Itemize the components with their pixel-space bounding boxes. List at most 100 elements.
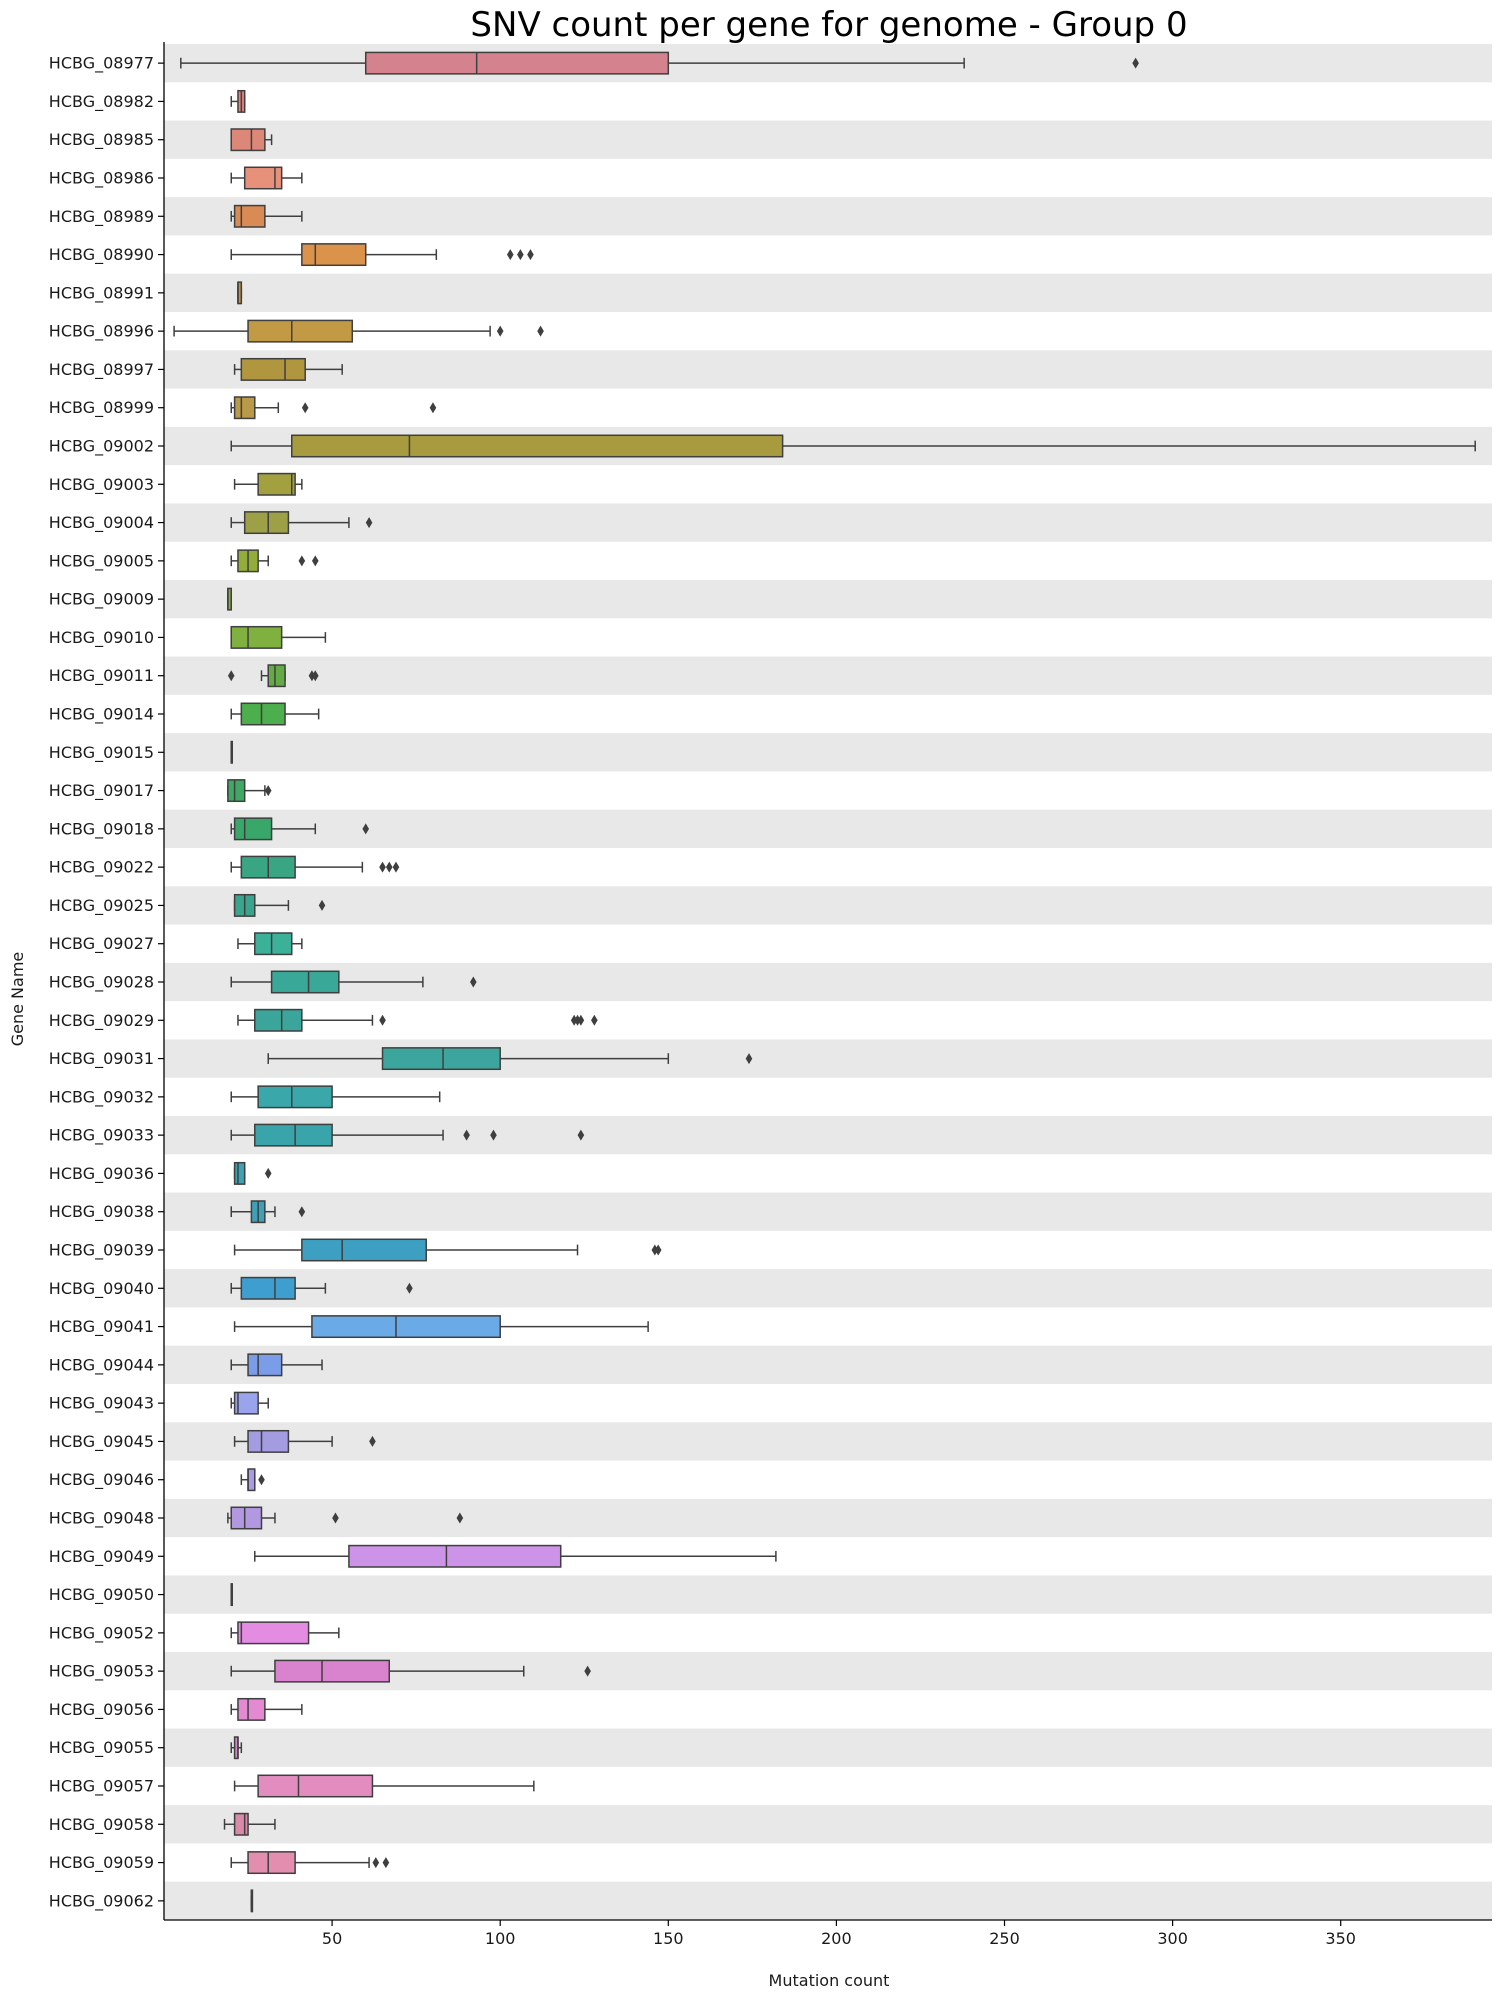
y-tick-label: HCBG_09050 <box>49 1585 154 1605</box>
y-tick-label: HCBG_09011 <box>49 666 154 686</box>
box-hcbg_08997 <box>233 357 343 381</box>
outlier-point <box>527 249 534 261</box>
y-tick-label: HCBG_09027 <box>49 934 154 954</box>
box-hcbg_09049 <box>254 1544 777 1568</box>
box-hcbg_09044 <box>230 1353 323 1377</box>
y-tick-label: HCBG_09018 <box>49 819 154 839</box>
x-tick-label: 300 <box>1157 1929 1188 1948</box>
outlier-point <box>570 1014 578 1026</box>
row-band <box>164 273 1492 312</box>
box-iqr <box>233 204 266 228</box>
row-band <box>164 350 1492 389</box>
row-band <box>164 886 1492 925</box>
outlier-point <box>311 555 319 567</box>
box-iqr <box>257 1774 374 1798</box>
row-band <box>164 733 1492 772</box>
outlier-point <box>308 670 316 682</box>
y-tick-label: HCBG_09031 <box>49 1049 154 1069</box>
outlier-point <box>369 1435 376 1447</box>
y-tick-label: HCBG_09002 <box>49 437 154 457</box>
y-tick-label: HCBG_09032 <box>49 1087 154 1107</box>
outlier-point <box>456 1512 464 1524</box>
outlier-point <box>258 1474 265 1486</box>
box-hcbg_08986 <box>230 166 303 190</box>
box-hcbg_09025 <box>233 893 326 917</box>
box-iqr <box>237 1621 310 1645</box>
box-iqr <box>270 970 340 994</box>
y-ticks: HCBG_08977 HCBG_08982 HCBG_08985 HCBG_08986… <box>49 54 164 1911</box>
box-iqr <box>227 779 246 803</box>
y-tick-label: HCBG_09015 <box>49 743 154 763</box>
row-band <box>164 503 1492 542</box>
outlier-point <box>311 670 319 682</box>
outlier-point <box>517 249 524 261</box>
outlier-point <box>301 402 309 414</box>
outlier-point <box>470 976 477 988</box>
box-iqr <box>233 396 256 420</box>
y-tick-label: HCBG_09043 <box>49 1394 154 1414</box>
y-tick-label: HCBG_08990 <box>49 245 154 265</box>
y-tick-label: HCBG_09033 <box>49 1126 154 1146</box>
row-bands <box>164 44 1492 1920</box>
outlier-point <box>429 402 437 414</box>
box-hcbg_09053 <box>230 1659 591 1683</box>
outlier-point <box>298 1206 306 1218</box>
y-tick-label: HCBG_09056 <box>49 1700 154 1720</box>
y-tick-label: HCBG_09046 <box>49 1470 154 1490</box>
box-iqr <box>247 1429 290 1453</box>
outlier-point <box>490 1129 497 1141</box>
row-band <box>164 1498 1492 1538</box>
box-hcbg_09048 <box>227 1506 464 1530</box>
y-tick-label: HCBG_09017 <box>49 781 154 801</box>
box-hcbg_09043 <box>230 1391 269 1415</box>
box-iqr <box>230 1506 263 1530</box>
y-tick-label: HCBG_09022 <box>49 858 154 878</box>
box-iqr <box>301 1238 427 1262</box>
y-tick-label: HCBG_09009 <box>49 590 154 610</box>
x-ticks: 50 100 150 200 250 300 350 <box>322 1920 1356 1948</box>
y-tick-label: HCBG_09025 <box>49 896 154 916</box>
x-axis-title: Mutation count <box>769 1971 890 1990</box>
box-hcbg_09055 <box>230 1736 243 1760</box>
box-iqr <box>348 1544 562 1568</box>
x-tick-label: 200 <box>821 1929 852 1948</box>
box-iqr <box>233 817 273 841</box>
box-hcbg_09050 <box>230 1583 233 1607</box>
row-band <box>164 656 1492 695</box>
outlier-point <box>379 861 386 873</box>
y-tick-label: HCBG_09062 <box>49 1891 154 1911</box>
box-iqr <box>257 472 296 496</box>
y-tick-label: HCBG_09004 <box>49 513 154 533</box>
row-band <box>164 1728 1492 1767</box>
box-iqr <box>237 1697 266 1721</box>
outlier-point <box>591 1014 598 1026</box>
box-iqr <box>254 932 293 956</box>
outlier-point <box>379 1014 386 1026</box>
box-hcbg_08999 <box>230 396 437 420</box>
box-hcbg_09031 <box>267 1047 753 1071</box>
box-iqr <box>243 166 283 190</box>
box-hcbg_09027 <box>237 932 303 956</box>
outlier-point <box>406 1282 413 1294</box>
box-iqr <box>240 357 306 381</box>
box-hcbg_09009 <box>227 587 232 611</box>
box-iqr <box>230 128 266 152</box>
outlier-point <box>654 1244 662 1256</box>
y-tick-label: HCBG_09053 <box>49 1662 154 1682</box>
outlier-point <box>362 823 370 835</box>
box-hcbg_09039 <box>233 1238 662 1262</box>
box-hcbg_09040 <box>230 1276 413 1300</box>
row-band <box>164 197 1492 236</box>
outlier-point <box>463 1129 470 1141</box>
y-tick-label: HCBG_09059 <box>49 1853 154 1873</box>
x-tick-label: 250 <box>989 1929 1020 1948</box>
y-tick-label: HCBG_09014 <box>49 705 154 725</box>
outlier-point <box>264 1167 272 1179</box>
box-iqr <box>311 1315 501 1339</box>
outlier-point <box>577 1014 585 1026</box>
outlier-point <box>332 1512 339 1524</box>
y-tick-label: HCBG_09057 <box>49 1777 154 1797</box>
box-hcbg_09028 <box>230 970 477 994</box>
